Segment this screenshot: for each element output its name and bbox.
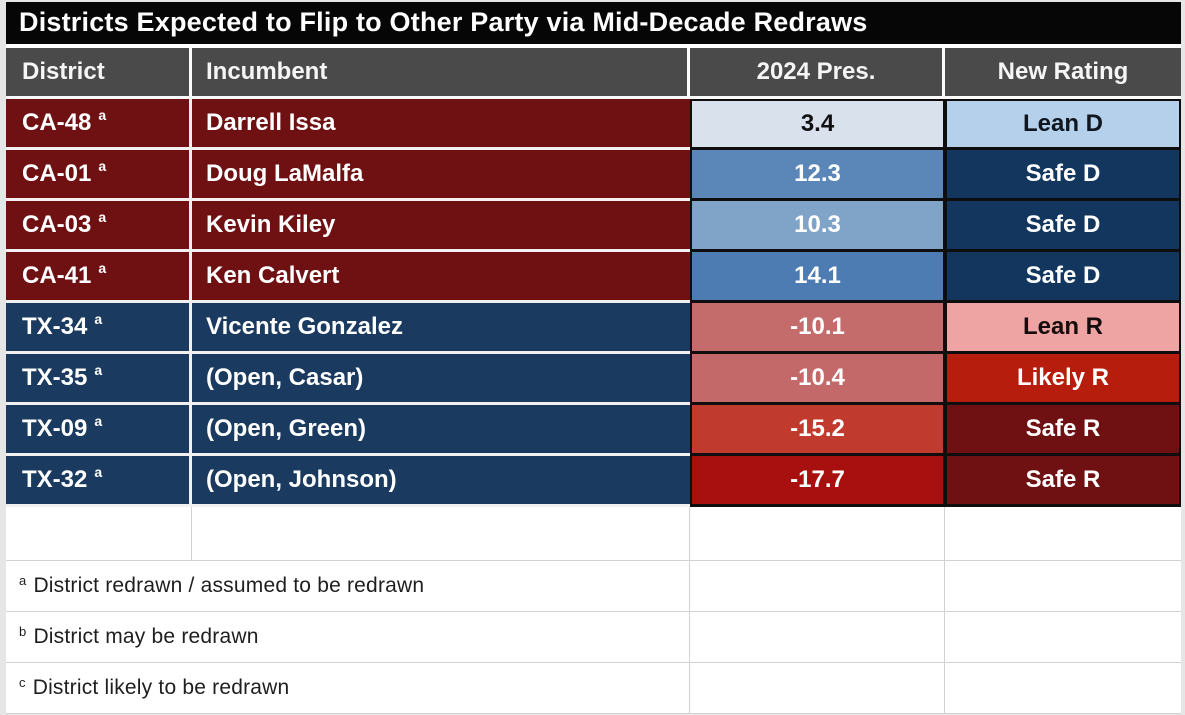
pres-margin-cell: 12.3	[690, 150, 945, 201]
district-code: TX-34	[22, 313, 88, 340]
footnote-row: c District likely to be redrawn	[6, 663, 1181, 714]
footnote-a: a District redrawn / assumed to be redra…	[6, 561, 690, 612]
header-2024-pres: 2024 Pres.	[690, 48, 945, 99]
pres-margin-cell: 3.4	[690, 99, 945, 150]
footnote-row: b District may be redrawn	[6, 612, 1181, 663]
table-row: TX-09 a (Open, Green) -15.2 Safe R	[6, 405, 1181, 456]
spacer-row	[6, 507, 1181, 561]
footnote-c: c District likely to be redrawn	[6, 663, 690, 714]
incumbent-cell: Doug LaMalfa	[192, 150, 690, 201]
empty-cell	[192, 507, 690, 561]
footnote-marker: a	[98, 107, 107, 123]
header-row: District Incumbent 2024 Pres. New Rating	[6, 48, 1181, 99]
district-code: CA-03	[22, 211, 92, 238]
footnote-c-text: District likely to be redrawn	[32, 676, 290, 699]
empty-cell	[690, 612, 945, 663]
district-code: CA-41	[22, 262, 92, 289]
district-code: TX-35	[22, 364, 88, 391]
rating-cell: Lean R	[945, 303, 1181, 354]
districts-flip-table: Districts Expected to Flip to Other Part…	[6, 2, 1181, 714]
table-row: TX-35 a (Open, Casar) -10.4 Likely R	[6, 354, 1181, 405]
footnote-marker: a	[94, 311, 103, 327]
table-row: TX-34 a Vicente Gonzalez -10.1 Lean R	[6, 303, 1181, 354]
pres-margin-cell: 14.1	[690, 252, 945, 303]
footnote-marker: a	[94, 413, 103, 429]
rating-cell: Safe D	[945, 201, 1181, 252]
empty-cell	[6, 507, 192, 561]
district-cell: CA-01 a	[6, 150, 192, 201]
rating-cell: Lean D	[945, 99, 1181, 150]
incumbent-cell: (Open, Green)	[192, 405, 690, 456]
rating-cell: Likely R	[945, 354, 1181, 405]
rating-cell: Safe D	[945, 252, 1181, 303]
district-cell: TX-32 a	[6, 456, 192, 507]
district-cell: CA-48 a	[6, 99, 192, 150]
empty-cell	[945, 663, 1181, 714]
rating-cell: Safe R	[945, 405, 1181, 456]
table-title: Districts Expected to Flip to Other Part…	[6, 2, 1181, 48]
district-code: CA-01	[22, 160, 92, 187]
footnote-marker: a	[98, 260, 107, 276]
empty-cell	[690, 561, 945, 612]
pres-margin-cell: -17.7	[690, 456, 945, 507]
footnote-marker: a	[94, 464, 103, 480]
empty-cell	[945, 561, 1181, 612]
table-row: CA-01 a Doug LaMalfa 12.3 Safe D	[6, 150, 1181, 201]
table-row: TX-32 a (Open, Johnson) -17.7 Safe R	[6, 456, 1181, 507]
header-district: District	[6, 48, 192, 99]
footnote-b: b District may be redrawn	[6, 612, 690, 663]
footnote-marker: a	[98, 209, 107, 225]
table-row: CA-03 a Kevin Kiley 10.3 Safe D	[6, 201, 1181, 252]
incumbent-cell: Vicente Gonzalez	[192, 303, 690, 354]
district-cell: CA-03 a	[6, 201, 192, 252]
district-cell: TX-09 a	[6, 405, 192, 456]
incumbent-cell: Kevin Kiley	[192, 201, 690, 252]
incumbent-cell: (Open, Casar)	[192, 354, 690, 405]
incumbent-cell: Darrell Issa	[192, 99, 690, 150]
rating-cell: Safe R	[945, 456, 1181, 507]
empty-cell	[945, 507, 1181, 561]
footnote-b-text: District may be redrawn	[33, 625, 259, 648]
district-code: CA-48	[22, 109, 92, 136]
footnote-marker: a	[98, 158, 107, 174]
incumbent-cell: (Open, Johnson)	[192, 456, 690, 507]
footnote-a-marker: a	[19, 572, 27, 588]
header-new-rating: New Rating	[945, 48, 1181, 99]
incumbent-cell: Ken Calvert	[192, 252, 690, 303]
pres-margin-cell: -10.1	[690, 303, 945, 354]
empty-cell	[945, 612, 1181, 663]
footnote-row: a District redrawn / assumed to be redra…	[6, 561, 1181, 612]
district-cell: TX-34 a	[6, 303, 192, 354]
table-row: CA-41 a Ken Calvert 14.1 Safe D	[6, 252, 1181, 303]
pres-margin-cell: -10.4	[690, 354, 945, 405]
footnote-b-marker: b	[19, 623, 27, 639]
footnote-c-marker: c	[19, 674, 26, 690]
empty-cell	[690, 507, 945, 561]
footnote-marker: a	[94, 362, 103, 378]
district-code: TX-32	[22, 466, 88, 493]
pres-margin-cell: -15.2	[690, 405, 945, 456]
footnote-a-text: District redrawn / assumed to be redrawn	[33, 574, 425, 597]
district-code: TX-09	[22, 415, 88, 442]
district-cell: CA-41 a	[6, 252, 192, 303]
pres-margin-cell: 10.3	[690, 201, 945, 252]
rating-cell: Safe D	[945, 150, 1181, 201]
district-cell: TX-35 a	[6, 354, 192, 405]
empty-cell	[690, 663, 945, 714]
table-row: CA-48 a Darrell Issa 3.4 Lean D	[6, 99, 1181, 150]
header-incumbent: Incumbent	[192, 48, 690, 99]
